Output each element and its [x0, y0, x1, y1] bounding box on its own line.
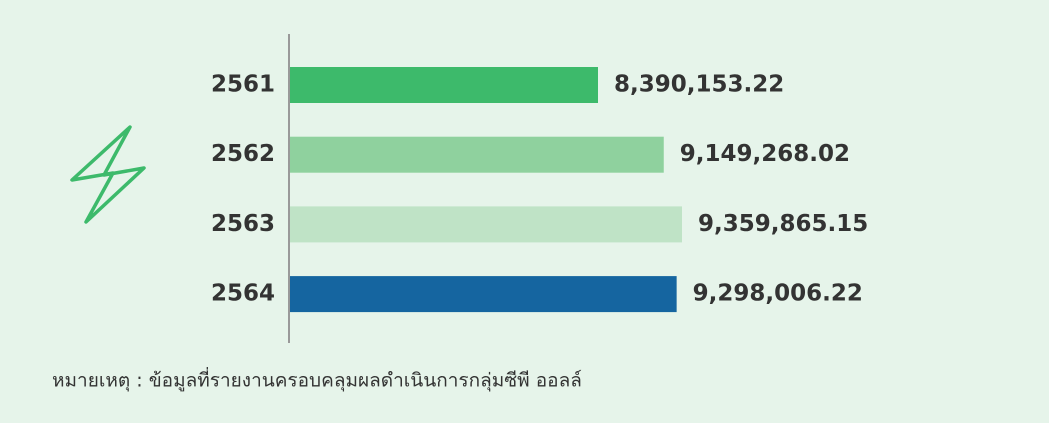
bar [290, 67, 598, 103]
value-label: 8,390,153.22 [614, 72, 784, 98]
y-tick-label: 2564 [211, 281, 275, 307]
value-label: 9,359,865.15 [698, 211, 868, 237]
bar [290, 136, 664, 173]
y-tick-label: 2563 [211, 211, 275, 237]
bar [290, 276, 677, 313]
y-tick-label: 2562 [211, 141, 275, 167]
value-label: 9,298,006.22 [693, 281, 863, 307]
y-tick-label: 2561 [211, 72, 275, 98]
note: หมายเหตุ : ข้อมูลที่รายงานครอบคลุมผลดำเน… [52, 367, 582, 393]
lightning-icon [70, 125, 146, 224]
value-label: 9,149,268.02 [680, 141, 850, 167]
bar [290, 206, 682, 243]
